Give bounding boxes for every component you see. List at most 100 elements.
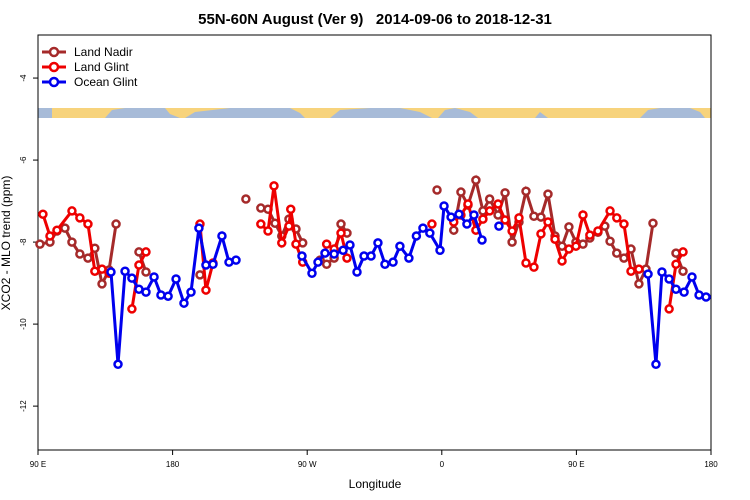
data-point [263,226,273,236]
data-point [373,238,383,248]
data-point [605,206,615,216]
data-point [701,292,711,302]
x-axis-label: Longitude [349,477,402,491]
data-point [432,185,442,195]
data-point [679,287,689,297]
data-point [321,239,332,249]
data-point [338,245,348,256]
data-point [297,251,307,261]
data-point [156,290,166,300]
data-point [134,260,144,270]
data-point [521,258,531,268]
data-point [648,218,658,228]
data-point [571,241,581,251]
data-point [320,248,330,258]
data-point [469,210,479,220]
x-tick-label: 180 [704,460,718,469]
x-tick-label: 90 E [30,460,46,469]
data-point [208,259,218,269]
data-point [564,222,574,232]
data-point [97,264,107,274]
data-point [634,279,644,289]
data-point [536,229,546,239]
data-point [514,213,524,223]
data-point [449,225,459,235]
data-point [336,228,346,238]
data-point [418,223,428,233]
data-point [67,237,77,247]
x-tick-label: 0 [440,460,445,469]
data-point [352,267,362,277]
data-point [380,259,390,269]
data-point [388,257,398,267]
data-point [612,213,622,223]
data-point [550,234,560,244]
data-point [612,248,622,258]
data-point [307,268,317,279]
data-point [83,253,93,263]
data-point [179,298,189,308]
data-point [149,272,159,282]
x-tick-label: 90 W [298,460,317,469]
data-point [256,219,266,229]
data-point [141,287,151,297]
data-point [678,247,688,257]
data-point [557,256,567,266]
y-tick-label: -4 [19,74,28,82]
data-point [605,236,615,247]
data-point [291,239,301,249]
data-point [477,235,487,245]
data-point [186,287,196,297]
data-point [529,262,539,272]
data-point [651,359,661,370]
data-point [619,219,629,229]
data-point [75,213,85,223]
x-tick-label: 180 [166,460,180,469]
data-point [285,204,296,215]
data-point [585,230,595,240]
data-point [454,209,464,219]
data-point [471,175,481,185]
data-point [113,359,123,370]
data-point [536,212,546,222]
data-point [52,225,62,235]
data-point [664,274,674,284]
data-point [446,212,456,222]
data-point [493,199,503,209]
data-point [494,221,504,231]
data-point [194,223,204,233]
data-point [521,186,531,196]
data-point [500,215,510,225]
data-point [678,266,688,276]
data-point [75,249,85,259]
data-point [427,219,437,229]
data-point [543,189,553,199]
data-point [578,210,588,220]
data-point [342,253,352,263]
data-point [256,203,266,213]
data-point [321,259,332,269]
data-point [484,206,495,216]
data-point [643,269,653,279]
data-point [336,219,346,229]
data-point [657,267,667,277]
data-point [664,304,674,314]
data-point [141,247,151,257]
data-point [366,251,376,261]
data-point [231,255,241,265]
data-point [543,217,553,227]
data-point [97,279,107,289]
data-point [463,199,473,209]
data-point [60,223,70,233]
data-point [284,221,294,231]
data-point [277,238,287,248]
data-point [120,266,130,276]
data-point [269,181,279,191]
data-point [111,219,121,229]
data-point [404,253,414,263]
map-strip [38,108,711,118]
chart-title: 55N-60N August (Ver 9) 2014-09-06 to 201… [198,11,552,28]
